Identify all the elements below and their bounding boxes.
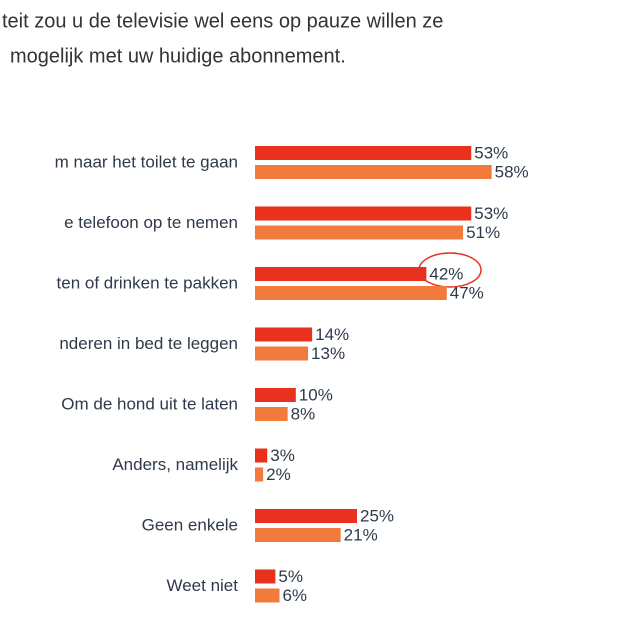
value-label: 53% — [474, 143, 508, 162]
value-label: 8% — [291, 404, 316, 423]
bar — [255, 528, 341, 542]
bar — [255, 388, 296, 402]
bar — [255, 346, 309, 361]
category-label: ten of drinken te pakken — [57, 273, 238, 292]
value-label: 53% — [474, 204, 508, 223]
category-label: nderen in bed te leggen — [59, 334, 238, 353]
category-label: Anders, namelijk — [112, 455, 238, 474]
bar — [255, 146, 472, 160]
chart-title: mogelijk met uw huidige abonnement. — [10, 45, 346, 67]
chart-title: teit zou u de televisie wel eens op pauz… — [2, 10, 443, 32]
bar — [255, 569, 276, 584]
value-label: 58% — [495, 162, 529, 181]
category-label: Geen enkele — [142, 515, 238, 534]
bar — [255, 165, 492, 179]
bar — [255, 467, 264, 482]
category-label: Weet niet — [166, 576, 238, 595]
bar — [255, 267, 427, 281]
value-label: 51% — [466, 223, 500, 242]
category-label: Om de hond uit te laten — [61, 394, 238, 413]
category-label: e telefoon op te nemen — [64, 213, 238, 232]
bar — [255, 286, 447, 300]
value-label: 2% — [266, 465, 291, 484]
value-label: 3% — [270, 446, 295, 465]
bar — [255, 448, 268, 463]
bar — [255, 407, 288, 421]
category-label: m naar het toilet te gaan — [55, 152, 238, 171]
value-label: 10% — [299, 385, 333, 404]
bar — [255, 588, 280, 603]
bar — [255, 509, 357, 523]
value-label: 21% — [344, 525, 378, 544]
value-label: 5% — [278, 567, 303, 586]
bar — [255, 327, 313, 342]
value-label: 47% — [450, 283, 484, 302]
value-label: 42% — [429, 264, 463, 283]
value-label: 25% — [360, 506, 394, 525]
value-label: 6% — [282, 586, 307, 605]
value-label: 13% — [311, 344, 345, 363]
value-label: 14% — [315, 325, 349, 344]
bar — [255, 206, 472, 221]
bar — [255, 225, 464, 240]
